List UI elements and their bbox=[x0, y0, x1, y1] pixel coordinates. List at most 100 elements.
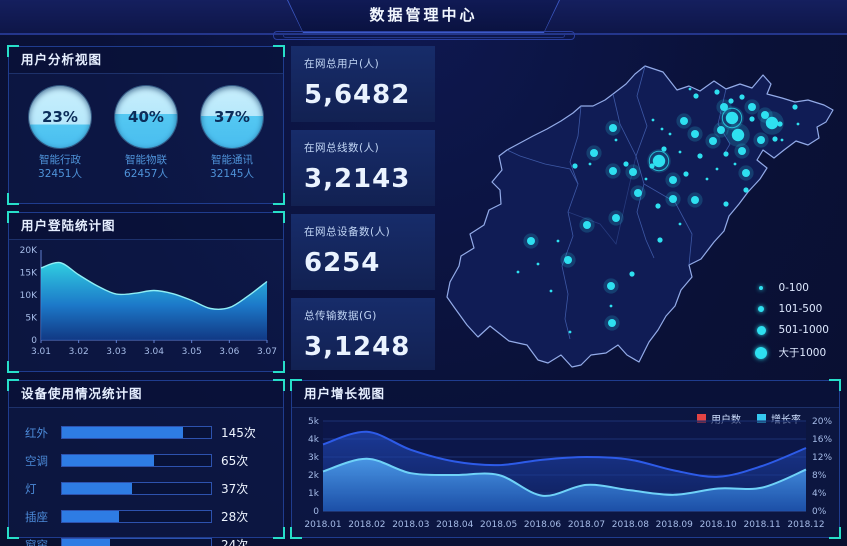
map-bubble bbox=[796, 122, 800, 126]
header-trapezoid bbox=[287, 0, 560, 33]
device-usage-count: 37次 bbox=[221, 482, 249, 496]
map-bubble bbox=[612, 214, 620, 222]
stat-card-total-users: 在网总用户(人) 5,6482 bbox=[291, 46, 435, 122]
axis-label: 2018.02 bbox=[348, 520, 385, 530]
bar-fill bbox=[62, 427, 183, 438]
map-bubble bbox=[669, 195, 677, 203]
map-bubble bbox=[649, 163, 655, 169]
device-usage-count: 145次 bbox=[221, 426, 256, 440]
stat-label: 在网总设备数(人) bbox=[304, 226, 391, 238]
map-bubbles bbox=[516, 87, 800, 334]
map-bubble bbox=[733, 162, 737, 166]
device-bar-row: 插座 28次 bbox=[25, 508, 267, 525]
axis-label: 0 bbox=[313, 507, 319, 517]
growth-area-chart: 0 1k 2k 3k 4k 5k 0% 4% 8% 12% 16% 20% 2018.01 2018.02… bbox=[304, 417, 832, 530]
map-bubble bbox=[693, 93, 699, 99]
legend-item-501-1000[interactable]: 501-1000 bbox=[753, 324, 829, 336]
legend-dot bbox=[756, 325, 766, 335]
axis-label: 3.06 bbox=[219, 347, 239, 357]
axis-label: 3.01 bbox=[31, 347, 51, 357]
axis-label: 16% bbox=[812, 435, 832, 445]
gauge-row: 23% 智能行政 32451人 40% 智能物联 62457人 37% bbox=[9, 74, 283, 181]
map-svg bbox=[446, 65, 834, 368]
map-bubble bbox=[678, 222, 682, 226]
map-bubble bbox=[717, 126, 725, 134]
stat-label: 在网总线数(人) bbox=[304, 142, 380, 154]
legend-item-gt1000[interactable]: 大于1000 bbox=[753, 345, 829, 360]
legend-dot bbox=[758, 306, 765, 312]
axis-label: 2018.05 bbox=[480, 520, 517, 530]
map-bubble bbox=[720, 103, 728, 111]
map-bubble bbox=[777, 121, 783, 127]
map-bubble bbox=[660, 127, 664, 131]
legend-item-0-100[interactable]: 0-100 bbox=[753, 282, 829, 294]
legend-dot bbox=[759, 286, 764, 290]
map-bubble bbox=[572, 163, 578, 169]
panel-title-device-usage: 设备使用情况统计图 bbox=[9, 381, 283, 408]
device-bar-row: 空调 65次 bbox=[25, 452, 267, 469]
gauge-label: 智能物联 bbox=[125, 154, 167, 166]
map-bubble bbox=[697, 153, 703, 159]
map-bubble bbox=[609, 304, 613, 308]
map-bubble bbox=[678, 150, 682, 154]
panel-device-usage: 设备使用情况统计图 红外 145次 空调 65次灯 37次插座 28次窗帘 24次 bbox=[7, 379, 285, 546]
bar-fill bbox=[62, 539, 110, 546]
growth-axis-labels: 0 1k 2k 3k 4k 5k 0% 4% 8% 12% 16% 20% 2018.01 2018.02… bbox=[304, 417, 832, 530]
map-bubble bbox=[761, 111, 769, 119]
users-line bbox=[322, 430, 807, 478]
map-bubble bbox=[516, 270, 520, 274]
axis-label: 0% bbox=[812, 507, 827, 517]
map-bubble bbox=[607, 282, 615, 290]
map-bubble bbox=[683, 171, 689, 177]
panel-user-analysis: 用户分析视图 23% 智能行政 32451人 40% 智能物联 62457人 bbox=[7, 45, 285, 205]
map-bubble bbox=[725, 111, 739, 125]
map-bubble bbox=[749, 116, 755, 122]
device-usage-count: 65次 bbox=[221, 454, 249, 468]
device-name: 空调 bbox=[25, 453, 48, 468]
device-name: 插座 bbox=[25, 509, 48, 524]
map-bubble bbox=[609, 167, 617, 175]
axis-label: 2018.03 bbox=[392, 520, 429, 530]
legend-item-101-500[interactable]: 101-500 bbox=[753, 303, 829, 315]
axis-label: 3.04 bbox=[144, 347, 164, 357]
stat-value: 3,1248 bbox=[304, 332, 411, 362]
map-bubble bbox=[772, 136, 778, 142]
stat-card-total-data: 总传输数据(G) 3,1248 bbox=[291, 298, 435, 370]
axis-label: 2018.08 bbox=[612, 520, 649, 530]
growth-rate-line bbox=[322, 457, 807, 497]
axis-label: 2018.10 bbox=[700, 520, 737, 530]
legend-dot bbox=[755, 346, 768, 359]
stat-card-total-devices: 在网总设备数(人) 6254 bbox=[291, 214, 435, 290]
gauge-count: 32451人 bbox=[38, 167, 82, 180]
map-bubble bbox=[623, 161, 629, 167]
map-bubble bbox=[651, 118, 655, 122]
axis-label: 2018.06 bbox=[524, 520, 561, 530]
map-bubble bbox=[728, 98, 734, 104]
panel-title-user-growth: 用户增长视图 bbox=[292, 381, 839, 408]
stat-card-total-lines: 在网总线数(人) 3,2143 bbox=[291, 130, 435, 206]
login-area-chart: 0 5K 10K 15K 20K 3.01 3.02 3.03 3.04 3.05 3.06 3.07 bbox=[20, 246, 277, 357]
axis-label: 4% bbox=[812, 489, 827, 499]
panel-title-login-stats: 用户登陆统计图 bbox=[9, 213, 283, 240]
liquid-gauge: 40% bbox=[115, 86, 177, 148]
map-bubble bbox=[590, 149, 598, 157]
map-bubble bbox=[723, 151, 729, 157]
device-bar-row: 窗帘 24次 bbox=[25, 536, 267, 546]
device-bar-row: 灯 37次 bbox=[25, 480, 267, 497]
bar-track bbox=[61, 538, 212, 546]
stat-label: 在网总用户(人) bbox=[304, 58, 380, 70]
bar-fill bbox=[62, 455, 155, 466]
axis-label: 10K bbox=[20, 291, 38, 301]
device-bars: 红外 145次 空调 65次灯 37次插座 28次窗帘 24次 bbox=[9, 408, 283, 546]
device-bar-row: 红外 145次 bbox=[25, 424, 267, 441]
page-title: 数据管理中心 bbox=[369, 6, 478, 24]
bar-track bbox=[61, 454, 212, 467]
map-bubble bbox=[792, 104, 798, 110]
axis-label: 2018.09 bbox=[656, 520, 693, 530]
axis-label: 5k bbox=[308, 417, 320, 427]
gauge-count: 32145人 bbox=[210, 167, 254, 180]
map-bubble bbox=[634, 189, 642, 197]
axis-label: 15K bbox=[20, 269, 38, 279]
axis-label: 2018.12 bbox=[787, 520, 824, 530]
